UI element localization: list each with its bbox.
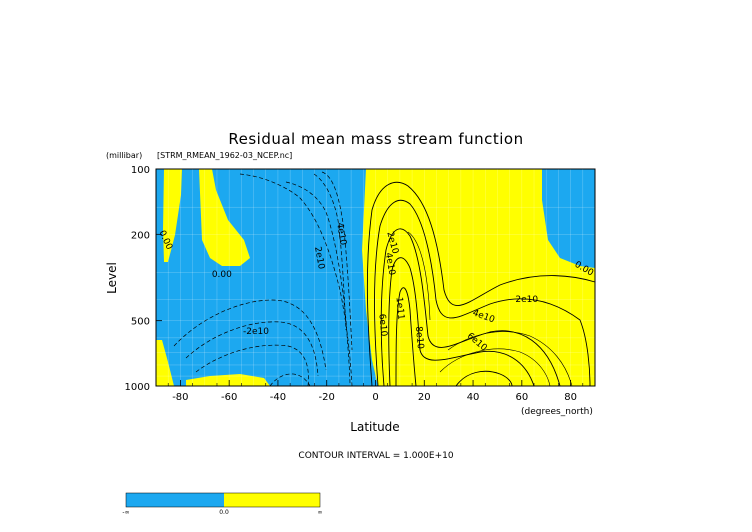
contour-pos-inner — [455, 370, 513, 387]
negative-contours — [173, 171, 353, 387]
dataset-label: [STRM_RMEAN_1962-03_NCEP.nc] — [157, 151, 292, 160]
y-tick-label: 100 — [131, 165, 150, 176]
colorbar-label-max: ∞ — [318, 509, 323, 516]
x-tick-label: 20 — [418, 392, 431, 403]
contour-label: 4e10 — [383, 252, 397, 276]
contour-neg-3 — [313, 173, 347, 331]
colorbar: -∞ 0.0 ∞ — [122, 492, 323, 516]
x-tick-label: -80 — [172, 392, 188, 403]
positive-region-bottom — [186, 374, 270, 386]
x-tick-label: -20 — [319, 392, 335, 403]
contour-label: 2e10 — [312, 246, 326, 270]
contour-neg-4 — [321, 171, 353, 351]
colorbar-label-zero: 0.0 — [219, 509, 229, 516]
contour-extra-1 — [407, 231, 431, 321]
y-axis-label: Level — [105, 262, 119, 294]
contour-label: 8e10 — [413, 326, 425, 350]
positive-region-sh-right — [199, 169, 250, 266]
positive-region-nh — [362, 169, 595, 386]
y-axis-ticks: 100 200 500 1000 — [125, 165, 162, 393]
x-tick-label: 60 — [515, 392, 528, 403]
x-tick-label: 80 — [564, 392, 577, 403]
contour-label: 6e10 — [376, 313, 388, 337]
x-axis-ticks: -80 -60 -40 -20 0 20 40 60 80 — [167, 380, 584, 403]
y-tick-label: 1000 — [125, 382, 150, 393]
y-tick-label: 500 — [131, 317, 150, 328]
contour-interval-text: CONTOUR INTERVAL = 1.000E+10 — [298, 451, 453, 461]
contour-label: 0.00 — [212, 270, 232, 280]
colorbar-label-min: -∞ — [122, 509, 129, 516]
x-tick-label: 0 — [372, 392, 378, 403]
x-tick-label: -40 — [270, 392, 286, 403]
contour-pos-1e11 — [395, 287, 417, 387]
contour-pos-8e10 — [388, 257, 535, 387]
contour-extra-3 — [439, 348, 551, 387]
positive-contours — [366, 181, 596, 387]
colorbar-positive-segment — [224, 493, 320, 507]
contour-label: 2e10 — [515, 295, 538, 305]
contour-neg-2 — [285, 181, 351, 387]
extra-contours — [407, 231, 573, 387]
contour-pos-6e10 — [380, 228, 561, 387]
colorbar-negative-segment — [126, 493, 224, 507]
contour-label: 1e11 — [393, 297, 405, 321]
contour-pos-4e10 — [374, 199, 591, 387]
x-unit-label: (degrees_north) — [521, 407, 593, 417]
x-tick-label: -60 — [221, 392, 237, 403]
positive-region-sh-left — [163, 169, 182, 262]
colorbar-frame — [125, 492, 321, 508]
contour-pos-2e10 — [366, 181, 596, 387]
y-unit-label: (millibar) — [106, 151, 142, 160]
y-tick-label: 200 — [131, 230, 150, 241]
contour-extra-2 — [447, 331, 573, 387]
contour-label: -2e10 — [243, 327, 269, 337]
contour-neg-5 — [173, 299, 327, 371]
x-axis-label: Latitude — [350, 420, 399, 434]
contour-label: 4e10 — [334, 222, 348, 246]
gridlines — [156, 169, 595, 386]
x-tick-label: 40 — [467, 392, 480, 403]
chart-title: Residual mean mass stream function — [228, 130, 523, 148]
positive-region-sw-corner — [156, 340, 174, 386]
contour-neg-6 — [185, 321, 319, 377]
contour-neg-7 — [195, 344, 309, 387]
